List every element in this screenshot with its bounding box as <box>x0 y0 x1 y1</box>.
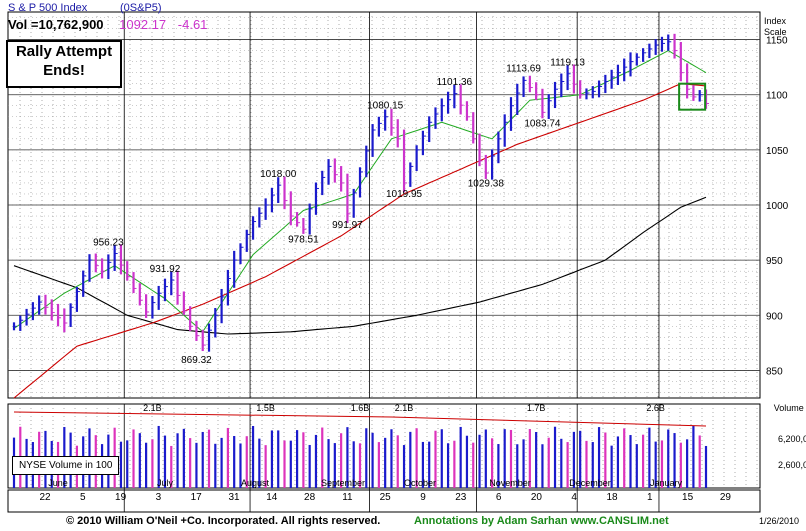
date-tick-label: 4 <box>571 492 577 503</box>
date-tick-label: 28 <box>304 492 316 503</box>
ma50-line <box>13 83 707 399</box>
date-axis-panel <box>7 489 761 513</box>
price-annotation: 1101.36 <box>437 77 473 88</box>
price-annotation: 869.32 <box>181 355 212 366</box>
volume-label: Vol =10,762,900 <box>8 17 104 32</box>
callout-line-2: Ends! <box>43 62 85 79</box>
price-tick-label: 900 <box>766 311 783 322</box>
volume-average-line <box>13 411 707 427</box>
date-tick-label: 5 <box>80 492 86 503</box>
price-annotation: 1113.69 <box>506 64 541 75</box>
date-tick-label: 17 <box>191 492 203 503</box>
ma200-line <box>13 196 707 335</box>
month-label: November <box>489 478 531 488</box>
price-tick-label: 950 <box>766 256 783 267</box>
volume-tick-label: 2,600,000 <box>778 460 806 470</box>
price-tick-label: 1050 <box>766 146 789 157</box>
last-value: 1092.17 <box>119 17 167 32</box>
rally-callout: Rally Attempt Ends! <box>6 40 122 88</box>
price-annotation: 1119.13 <box>550 58 585 69</box>
volume-annotation: 2.6B <box>646 403 665 413</box>
price-axis-title: Scale <box>764 27 787 37</box>
price-annotation: 978.51 <box>288 235 319 246</box>
volume-readout: Vol =10,762,900 1092.17 -4.61 <box>8 17 207 32</box>
price-annotation: 931.92 <box>150 264 181 275</box>
change-value: -4.61 <box>177 17 208 32</box>
chart-date: 1/26/2010 <box>759 516 800 526</box>
month-label: September <box>321 478 365 488</box>
date-tick-label: 1 <box>647 492 653 503</box>
price-annotation: 1019.95 <box>386 189 423 200</box>
date-tick-label: 23 <box>455 492 467 503</box>
price-annotation: 991.97 <box>332 220 363 231</box>
month-label: July <box>157 478 174 488</box>
date-tick-label: 14 <box>266 492 278 503</box>
price-axis-title: Index <box>764 16 787 26</box>
date-tick-label: 25 <box>380 492 392 503</box>
price-tick-label: 1000 <box>766 201 789 212</box>
price-tick-label: 1150 <box>766 36 788 47</box>
annotation-credit: Annotations by Adam Sarhan www.CANSLIM.n… <box>414 515 669 527</box>
volume-annotation: 2.1B <box>395 403 414 413</box>
price-annotation: 1018.00 <box>260 169 297 180</box>
price-tick-label: 850 <box>766 366 783 377</box>
callout-line-1: Rally Attempt <box>15 43 113 60</box>
rally-fail-box <box>678 82 707 111</box>
date-tick-label: 9 <box>420 492 426 503</box>
date-tick-label: 6 <box>496 492 502 503</box>
month-label: December <box>569 478 611 488</box>
date-tick-label: 22 <box>39 492 51 503</box>
price-annotation: 956.23 <box>93 237 124 248</box>
price-annotation: 1029.38 <box>468 179 505 190</box>
volume-legend: NYSE Volume in 100 <box>12 456 120 475</box>
date-tick-label: 19 <box>115 492 127 503</box>
date-tick-label: 20 <box>531 492 543 503</box>
date-tick-label: 3 <box>156 492 162 503</box>
volume-annotation: 1.7B <box>527 403 546 413</box>
date-tick-label: 29 <box>720 492 732 503</box>
index-name: S & P 500 Index <box>8 2 88 14</box>
month-label: October <box>404 478 436 488</box>
date-tick-label: 31 <box>228 492 240 503</box>
date-tick-label: 18 <box>606 492 618 503</box>
price-annotation: 1080.15 <box>367 101 404 112</box>
date-tick-label: 15 <box>682 492 694 503</box>
volume-axis-title: Volume (00) <box>774 403 806 413</box>
month-label: June <box>48 478 68 488</box>
month-label: January <box>650 478 683 488</box>
volume-annotation: 1.5B <box>256 403 275 413</box>
volume-annotation: 1.6B <box>351 403 370 413</box>
price-tick-label: 1100 <box>766 91 788 102</box>
month-label: August <box>241 478 270 488</box>
date-tick-label: 11 <box>342 492 353 503</box>
copyright-text: © 2010 William O'Neil +Co. Incorporated.… <box>66 515 381 527</box>
index-symbol: (0S&P5) <box>120 2 162 14</box>
volume-annotation: 2.1B <box>143 403 162 413</box>
price-annotation: 1083.74 <box>524 119 561 130</box>
volume-tick-label: 6,200,000 <box>778 434 806 444</box>
